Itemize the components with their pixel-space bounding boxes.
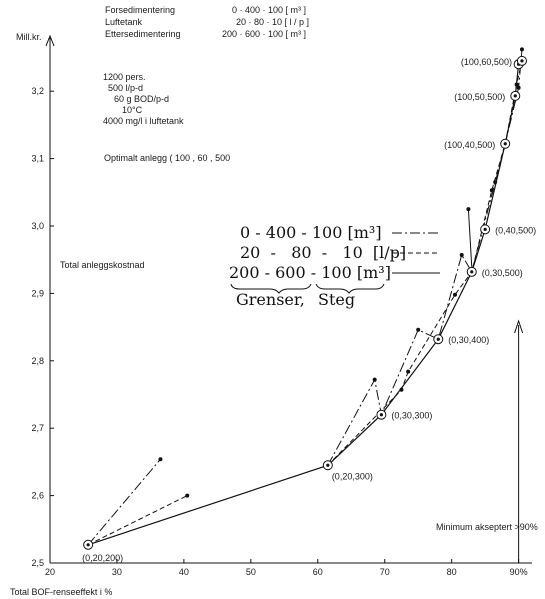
legend-label-1: 20 - 80 - 10 [l/p] bbox=[240, 243, 406, 262]
x-tick-label: 60 bbox=[313, 567, 323, 577]
point-label: (0,30,400) bbox=[448, 335, 489, 345]
circled-point-center bbox=[326, 463, 330, 467]
marker-layer bbox=[83, 47, 527, 550]
circled-point-center bbox=[379, 413, 383, 417]
data-point bbox=[158, 457, 163, 462]
data-point bbox=[514, 82, 519, 87]
x-tick-label: 50 bbox=[246, 567, 256, 577]
point-label: (0,30,300) bbox=[391, 411, 432, 421]
x-tick-label: 20 bbox=[45, 567, 55, 577]
circled-point-center bbox=[513, 94, 517, 98]
point-label: (100,60,500) bbox=[461, 57, 512, 67]
data-point bbox=[459, 252, 464, 257]
circled-point-center bbox=[520, 59, 524, 63]
data-point bbox=[185, 493, 190, 498]
minimum-label: Minimum akseptert >90% bbox=[436, 522, 538, 532]
range-name-2: Ettersedimentering bbox=[105, 29, 181, 39]
legend-label-2: 200 - 600 - 100 [m³] bbox=[229, 263, 391, 282]
assumption-3: 10°C bbox=[122, 105, 143, 115]
circled-point-center bbox=[503, 142, 507, 146]
data-point bbox=[372, 377, 377, 382]
range-name-1: Luftetank bbox=[105, 17, 143, 27]
range-value-1: 20 · 80 · 10 [ l / p ] bbox=[236, 17, 309, 27]
data-point bbox=[519, 47, 524, 52]
legend: 0 - 400 - 100 [m³] 20 - 80 - 10 [l/p] 20… bbox=[229, 223, 440, 309]
extra-point bbox=[466, 207, 471, 212]
extra-drop-line bbox=[467, 209, 473, 267]
y-tick-label: 2,8 bbox=[31, 356, 44, 366]
legend-footer-left: Grenser, bbox=[236, 290, 305, 309]
series-line-0 bbox=[88, 60, 523, 546]
legend-label-0: 0 - 400 - 100 [m³] bbox=[240, 223, 382, 242]
y-tick-label: 3,2 bbox=[31, 86, 44, 96]
side-label: Total anleggskostnad bbox=[60, 260, 145, 270]
circled-point-center bbox=[470, 270, 474, 274]
point-label: (0,40,500) bbox=[495, 225, 536, 235]
range-value-2: 200 · 600 · 100 [ m³ ] bbox=[222, 29, 306, 39]
data-point bbox=[399, 387, 404, 392]
legend-footer-right: Steg bbox=[318, 290, 355, 309]
y-tick-label: 3,1 bbox=[31, 154, 44, 164]
point-label: (0,20,300) bbox=[332, 471, 373, 481]
series-line-3 bbox=[87, 495, 188, 546]
assumption-0: 1200 pers. bbox=[103, 72, 146, 82]
ranges-header: Forsedimentering 0 · 400 · 100 [ m³ ] Lu… bbox=[105, 5, 309, 39]
point-label: (100,50,500) bbox=[454, 92, 505, 102]
point-label-layer: (0,20,200) (0,20,300) (0,30,300) (0,30,400)… bbox=[82, 57, 536, 563]
circled-point-center bbox=[86, 543, 90, 547]
assumption-2: 60 g BOD/p-d bbox=[114, 94, 169, 104]
x-tick-label: 40 bbox=[179, 567, 189, 577]
data-point bbox=[416, 327, 421, 332]
y-tick-label: 3,0 bbox=[31, 221, 44, 231]
range-name-0: Forsedimentering bbox=[105, 5, 175, 15]
data-point bbox=[516, 85, 521, 90]
assumptions-block: 1200 pers. 500 l/p-d 60 g BOD/p-d 10°C 4… bbox=[103, 72, 230, 163]
series-line-2 bbox=[327, 49, 523, 466]
point-label: (100,40,500) bbox=[444, 140, 495, 150]
assumption-1: 500 l/p-d bbox=[108, 83, 143, 93]
range-value-0: 0 · 400 · 100 [ m³ ] bbox=[232, 5, 306, 15]
x-tick-label: 70 bbox=[380, 567, 390, 577]
data-point bbox=[493, 180, 498, 185]
circled-point-center bbox=[436, 337, 440, 341]
axes: 20 30 40 50 60 70 80 90% 2,5 2,6 2,7 2,8 2,9 3,0 3,1 3,… bbox=[31, 34, 532, 577]
x-tick-label: 90% bbox=[510, 567, 528, 577]
data-point bbox=[489, 188, 494, 193]
legend-brace-left bbox=[230, 283, 312, 294]
data-point bbox=[406, 369, 411, 374]
x-axis-label: Total BOF-renseeffekt i % bbox=[10, 587, 112, 597]
point-label: (0,20,200) bbox=[82, 553, 123, 563]
series-line-1 bbox=[87, 458, 161, 546]
x-tick-label: 30 bbox=[112, 567, 122, 577]
y-tick-label: 2,9 bbox=[31, 288, 44, 298]
assumption-4: 4000 mg/l i luftetank bbox=[103, 116, 184, 126]
y-axis-arrow bbox=[45, 34, 55, 47]
y-axis-label: Mill.kr. bbox=[16, 32, 42, 42]
optimum-text: Optimalt anlegg ( 100 , 60 , 500 bbox=[104, 153, 230, 163]
circled-point-center bbox=[483, 227, 487, 231]
minimum-arrow bbox=[514, 319, 524, 334]
point-label: (0,30,500) bbox=[482, 268, 523, 278]
y-tick-label: 2,7 bbox=[31, 423, 44, 433]
legend-brace-right bbox=[315, 283, 385, 294]
y-tick-label: 2,6 bbox=[31, 491, 44, 501]
data-point bbox=[453, 292, 458, 297]
y-tick-label: 2,5 bbox=[31, 558, 44, 568]
x-tick-label: 80 bbox=[447, 567, 457, 577]
